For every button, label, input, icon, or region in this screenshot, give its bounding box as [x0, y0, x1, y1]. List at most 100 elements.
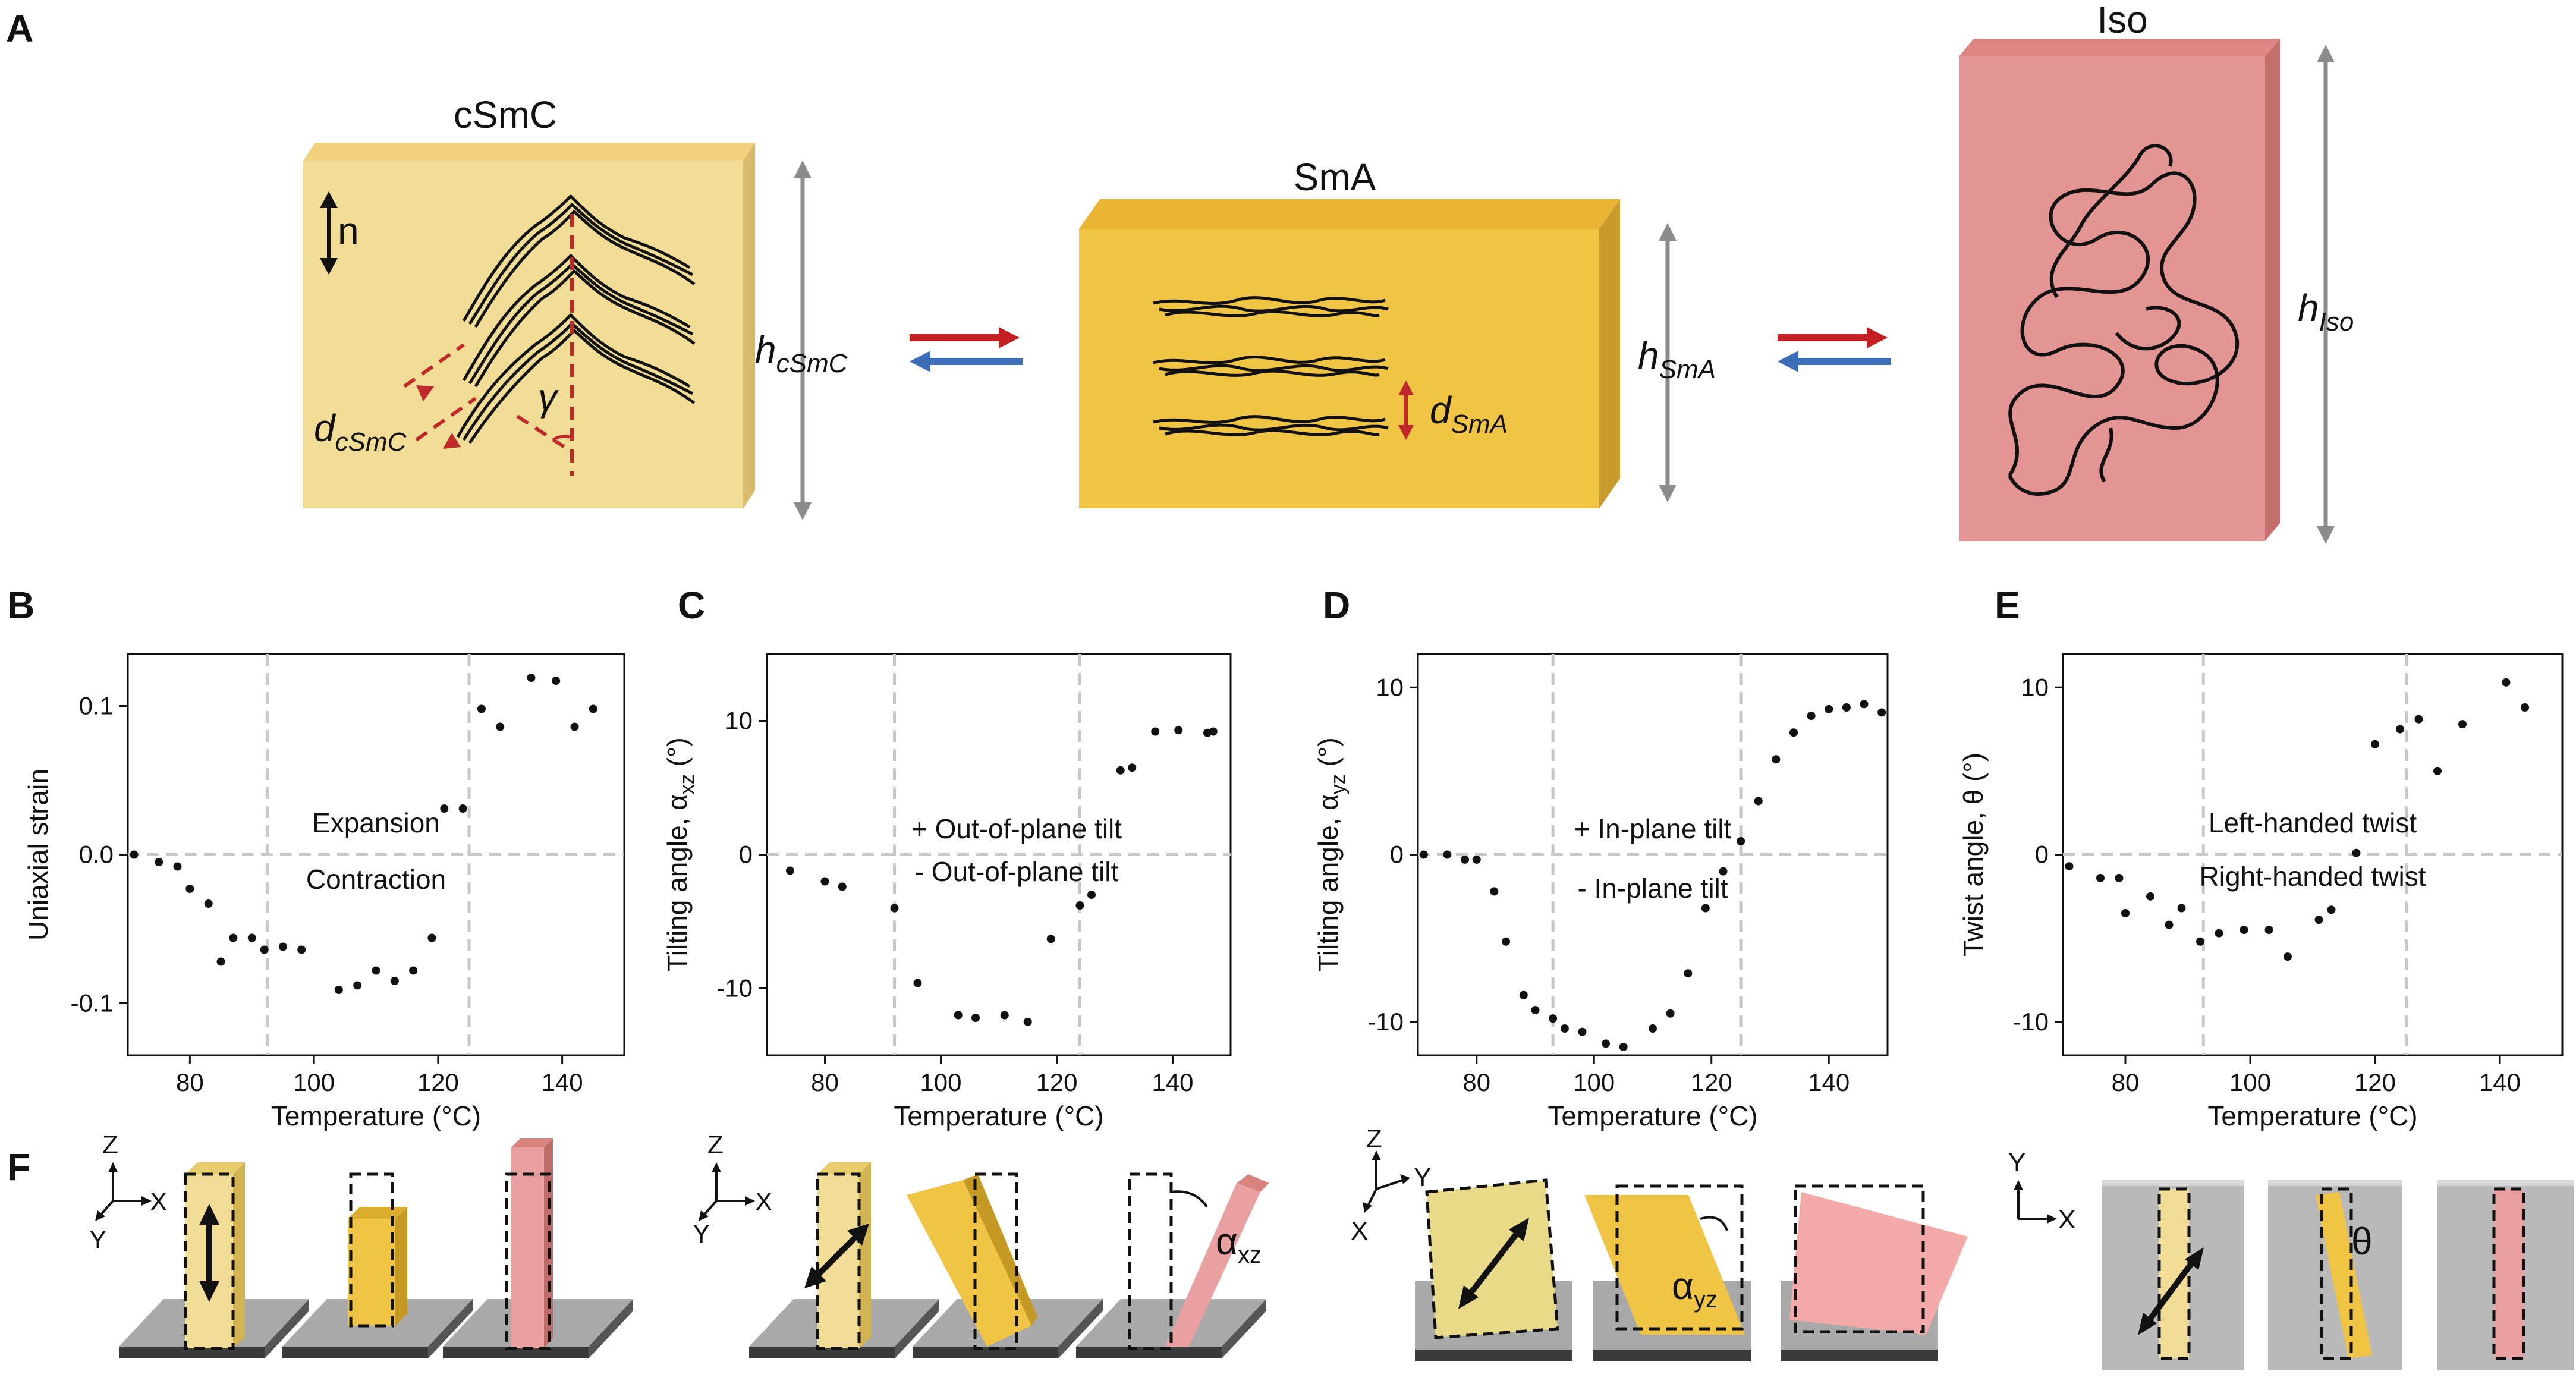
csmc-block [303, 143, 755, 508]
chart-e-twist: 80 100 120 140 -10 0 10 Temperature (°C) Twist a… [1958, 653, 2564, 1131]
panel-label-e: E [1995, 584, 2020, 627]
data-point [2458, 720, 2467, 729]
sma-d-label: dSmA [1430, 389, 1508, 439]
f-set4-axes [2014, 1180, 2057, 1224]
data-point [2371, 740, 2379, 748]
x-tick-label: 100 [920, 1068, 961, 1096]
f-set2-x-label: X [755, 1187, 772, 1216]
data-point [2165, 920, 2174, 929]
region-annotation: Expansion [312, 807, 440, 838]
data-point [1519, 990, 1528, 999]
data-point [838, 882, 847, 891]
x-tick-label: 80 [1462, 1068, 1490, 1096]
f-set4-x-label: X [2058, 1205, 2075, 1234]
data-point [1549, 1014, 1558, 1023]
y-tick-label: -10 [2012, 1008, 2049, 1036]
data-point [2215, 929, 2223, 938]
data-point [1151, 727, 1160, 736]
data-point [130, 850, 139, 859]
x-tick-label: 100 [293, 1068, 335, 1096]
data-point [820, 877, 829, 886]
f-set2-z-label: Z [707, 1130, 724, 1159]
csmc-height-arrow [794, 161, 812, 520]
data-point [1490, 887, 1499, 896]
sma-molecular-layers [1153, 296, 1389, 436]
csmc-dashed-guides [403, 214, 574, 476]
region-annotation: + Out-of-plane tilt [911, 813, 1122, 844]
region-annotation: - In-plane tilt [1577, 873, 1728, 904]
f-set1-x-label: X [150, 1187, 167, 1216]
data-point [954, 1011, 963, 1020]
csmc-d-label: dcSmC [314, 407, 407, 457]
data-point [1619, 1042, 1628, 1051]
y-tick-label: 10 [1376, 673, 1404, 701]
data-point [1075, 901, 1084, 910]
y-tick-label: 0.1 [79, 692, 114, 720]
chart-d-tilt-yz: 80 100 120 140 -10 0 10 Temperature (°C) Tilting… [1313, 653, 1889, 1131]
chart-c-tilt-xz: 80 100 120 140 -10 0 10 Temperature (°C) Tilting… [662, 653, 1232, 1131]
data-point [1116, 766, 1125, 775]
data-point [2196, 937, 2204, 946]
data-point [260, 945, 269, 954]
data-point [1842, 703, 1851, 712]
csmc-title: cSmC [454, 93, 557, 136]
data-point [589, 704, 597, 713]
f-set3-sheets [1425, 1178, 1968, 1339]
data-point [390, 977, 399, 985]
csmc-top-face [303, 143, 755, 161]
iso-block [1959, 39, 2280, 541]
x-axis-label: Temperature (°C) [894, 1100, 1103, 1131]
data-point [1877, 708, 1886, 717]
data-point [1560, 1024, 1569, 1033]
data-point [185, 885, 194, 893]
f-set4-stripes [2138, 1187, 2525, 1360]
data-point [278, 942, 287, 951]
data-point [2240, 926, 2248, 935]
data-point [890, 904, 899, 913]
f-set2-platforms [749, 1299, 1266, 1358]
data-point [204, 899, 213, 908]
iso-title: Iso [2097, 0, 2147, 41]
csmc-side-face [743, 143, 755, 508]
f-set3-z-label: Z [1366, 1124, 1382, 1153]
transition-arrows-1 [910, 327, 1023, 372]
f-set1-axes [95, 1162, 152, 1221]
data-point [1531, 1006, 1540, 1015]
data-point [1701, 904, 1710, 913]
y-tick-label: 0.0 [79, 841, 114, 869]
data-point [353, 981, 362, 990]
data-point [1737, 837, 1745, 845]
data-point [2115, 873, 2124, 882]
x-tick-label: 120 [417, 1068, 459, 1096]
data-point [427, 933, 436, 942]
data-point [570, 722, 579, 731]
f-set4-y-label: Y [2008, 1148, 2025, 1177]
data-point [1602, 1039, 1610, 1048]
f-set3-x-label: X [1351, 1216, 1368, 1246]
data-point [1443, 850, 1452, 859]
x-tick-label: 80 [811, 1068, 839, 1096]
data-point [2414, 715, 2423, 724]
sma-height-arrow [1659, 223, 1677, 502]
data-point [1000, 1011, 1009, 1020]
data-point [2327, 905, 2336, 914]
data-point [1860, 700, 1869, 709]
data-point [496, 722, 505, 731]
x-axis-label: Temperature (°C) [271, 1100, 481, 1131]
f-set3-axes [1363, 1150, 1410, 1213]
x-tick-label: 140 [2479, 1068, 2521, 1096]
x-tick-label: 120 [1036, 1068, 1077, 1096]
director-n-label: n [338, 209, 359, 252]
x-tick-label: 120 [1691, 1068, 1732, 1096]
data-point [971, 1014, 980, 1022]
data-point [1807, 712, 1816, 721]
iso-top-face [1959, 39, 2280, 56]
data-point [1087, 891, 1096, 899]
sma-h-label: hSmA [1638, 334, 1716, 384]
x-tick-label: 80 [176, 1068, 204, 1096]
y-axis-label: Tilting angle, αyz (°) [1313, 737, 1350, 971]
sma-title: SmA [1294, 156, 1376, 199]
f-set1-z-label: Z [102, 1130, 118, 1159]
f-set1-pillars [184, 1138, 553, 1350]
data-point [458, 804, 467, 813]
